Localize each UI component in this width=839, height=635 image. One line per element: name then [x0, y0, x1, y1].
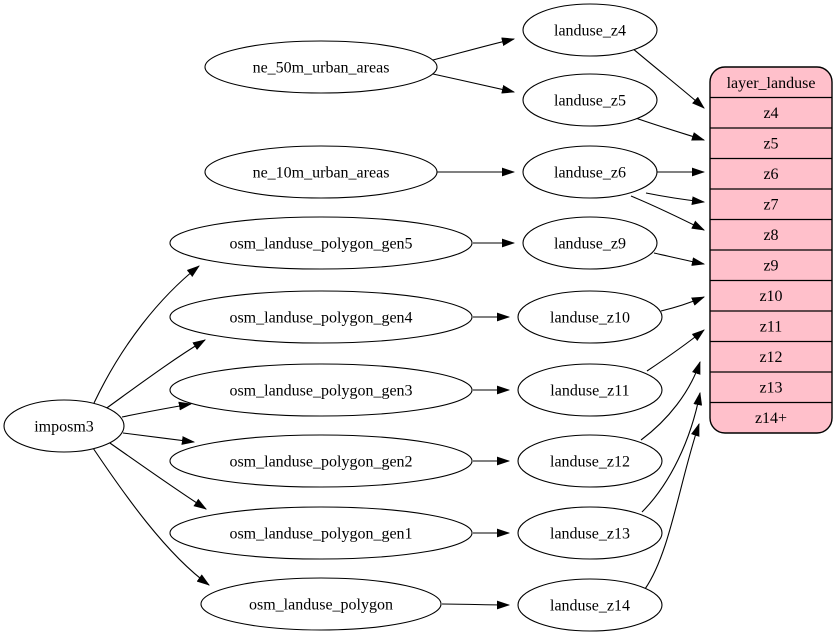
- record-row-z9: z9: [763, 258, 778, 275]
- node-landuse-z6-shape: [522, 145, 658, 199]
- node-landuse-z10: landuse_z10: [517, 290, 663, 344]
- edge-landuse-z6-row-z8: [630, 195, 705, 231]
- node-landuse-z11: landuse_z11: [517, 363, 663, 417]
- node-landuse-z4: landuse_z4: [522, 3, 658, 57]
- node-landuse-z5-label: landuse_z5: [554, 93, 626, 110]
- node-landuse-z12-shape: [517, 434, 663, 488]
- node-landuse-z10-label: landuse_z10: [550, 310, 630, 327]
- node-landuse-z9-label: landuse_z9: [554, 236, 626, 253]
- edge-landuse-z4-row-z4: [631, 47, 705, 109]
- node-imposm3-label: imposm3: [34, 419, 94, 436]
- node-ne-50m-urban-areas-shape: [204, 40, 438, 94]
- edge-landuse-z10-row-z10: [660, 296, 706, 312]
- record-row-z4: z4: [763, 105, 778, 122]
- record-row-z12: z12: [759, 349, 782, 366]
- edge-landuse-z6-row-z7: [645, 192, 706, 206]
- record-row-z13: z13: [759, 380, 782, 397]
- node-ne-10m-urban-areas-label: ne_10m_urban_areas: [253, 165, 390, 182]
- edge-imposm3-polygon: [92, 447, 210, 586]
- node-osm-landuse-polygon-gen4: osm_landuse_polygon_gen4: [169, 290, 473, 344]
- record-row-z14plus: z14+: [755, 410, 787, 427]
- record-row-z10: z10: [759, 288, 782, 305]
- record-row-z7: z7: [763, 197, 778, 214]
- node-ne-10m-urban-areas-shape: [204, 145, 438, 199]
- edge-landuse-z9-row-z9: [653, 252, 706, 266]
- node-osm-landuse-polygon-gen2-shape: [169, 434, 473, 488]
- edge-imposm3-gen4: [103, 339, 206, 411]
- node-osm-landuse-polygon-gen4-shape: [169, 290, 473, 344]
- node-osm-landuse-polygon-gen3: osm_landuse_polygon_gen3: [169, 363, 473, 417]
- edge-imposm3-gen2: [122, 432, 196, 445]
- node-landuse-z11-label: landuse_z11: [550, 383, 629, 400]
- node-landuse-z4-shape: [522, 3, 658, 57]
- node-ne-10m-urban-areas: ne_10m_urban_areas: [204, 145, 438, 199]
- node-landuse-z5: landuse_z5: [522, 73, 658, 127]
- edge-ne50m-landuse-z5: [432, 73, 516, 94]
- record-row-z6: z6: [763, 166, 778, 183]
- node-landuse-z11-shape: [517, 363, 663, 417]
- edge-landuse-z13-row-z13: [641, 391, 703, 513]
- node-landuse-z12-label: landuse_z12: [550, 454, 630, 471]
- node-osm-landuse-polygon-gen5-label: osm_landuse_polygon_gen5: [229, 236, 412, 253]
- node-osm-landuse-polygon-shape: [200, 577, 442, 631]
- edge-imposm3-gen5: [93, 265, 200, 404]
- edge-polygon-landuse-z14: [441, 600, 511, 610]
- node-osm-landuse-polygon-gen1: osm_landuse_polygon_gen1: [169, 506, 473, 560]
- node-landuse-z6-label: landuse_z6: [554, 165, 626, 182]
- node-imposm3: imposm3: [3, 399, 125, 453]
- node-landuse-z6: landuse_z6: [522, 145, 658, 199]
- node-osm-landuse-polygon-gen1-label: osm_landuse_polygon_gen1: [229, 526, 412, 543]
- node-landuse-z9: landuse_z9: [522, 216, 658, 270]
- node-landuse-z5-shape: [522, 73, 658, 127]
- node-osm-landuse-polygon-gen3-shape: [169, 363, 473, 417]
- node-osm-landuse-polygon-gen4-label: osm_landuse_polygon_gen4: [229, 310, 412, 327]
- node-osm-landuse-polygon-gen3-label: osm_landuse_polygon_gen3: [229, 383, 412, 400]
- node-imposm3-shape: [3, 399, 125, 453]
- node-osm-landuse-polygon: osm_landuse_polygon: [200, 577, 442, 631]
- edge-group: [92, 37, 706, 610]
- edge-imposm3-gen3: [121, 401, 193, 418]
- node-osm-landuse-polygon-gen1-shape: [169, 506, 473, 560]
- edge-landuse-z11-row-z11: [646, 329, 705, 372]
- edge-imposm3-gen1: [106, 440, 207, 510]
- record-layer-landuse: layer_landuse z4 z5 z6 z7 z8 z9 z10 z11 …: [709, 66, 833, 434]
- record-row-z5: z5: [763, 136, 778, 153]
- node-osm-landuse-polygon-gen5-shape: [169, 216, 473, 270]
- record-title: layer_landuse: [727, 75, 816, 92]
- node-landuse-z13-label: landuse_z13: [550, 526, 630, 543]
- node-osm-landuse-polygon-label: osm_landuse_polygon: [249, 597, 393, 614]
- node-landuse-z14-label: landuse_z14: [550, 598, 630, 615]
- node-landuse-z13: landuse_z13: [517, 506, 663, 560]
- node-landuse-z9-shape: [522, 216, 658, 270]
- record-row-z11: z11: [760, 319, 783, 336]
- edge-landuse-z5-row-z5: [629, 115, 706, 141]
- node-landuse-z10-shape: [517, 290, 663, 344]
- node-landuse-z14: landuse_z14: [517, 578, 663, 632]
- edge-landuse-z12-row-z12: [640, 360, 701, 441]
- edge-landuse-z14-row-z14plus: [644, 422, 700, 590]
- node-osm-landuse-polygon-gen5: osm_landuse_polygon_gen5: [169, 216, 473, 270]
- node-landuse-z12: landuse_z12: [517, 434, 663, 488]
- edge-ne50m-landuse-z4: [432, 37, 516, 61]
- node-osm-landuse-polygon-gen2-label: osm_landuse_polygon_gen2: [229, 454, 412, 471]
- node-landuse-z14-shape: [517, 578, 663, 632]
- record-row-z8: z8: [763, 227, 778, 244]
- node-osm-landuse-polygon-gen2: osm_landuse_polygon_gen2: [169, 434, 473, 488]
- node-landuse-z4-label: landuse_z4: [554, 23, 626, 40]
- node-landuse-z13-shape: [517, 506, 663, 560]
- node-ne-50m-urban-areas-label: ne_50m_urban_areas: [253, 60, 390, 77]
- node-ne-50m-urban-areas: ne_50m_urban_areas: [204, 40, 438, 94]
